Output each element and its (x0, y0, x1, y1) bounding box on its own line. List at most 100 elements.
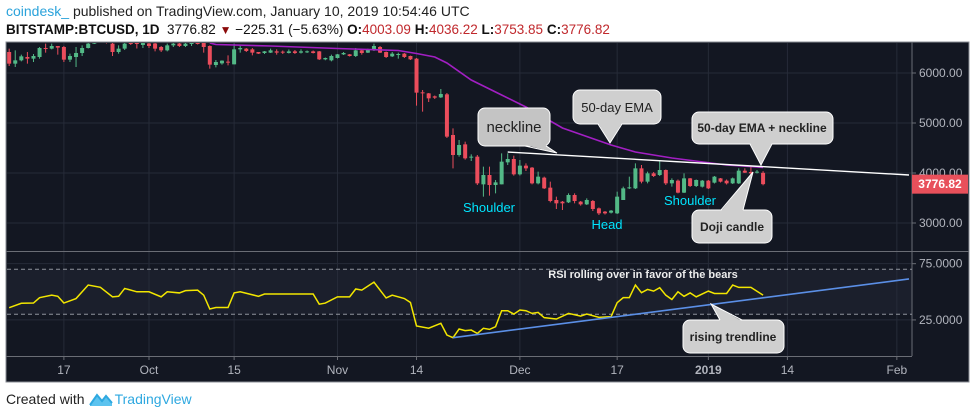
candle (299, 49, 303, 54)
candle-body (274, 51, 279, 53)
high-label: H: (414, 22, 429, 37)
candle-body (55, 46, 60, 48)
callout-neckline[interactable]: neckline (477, 107, 558, 154)
candle-body (663, 170, 668, 184)
candle-body (645, 173, 650, 182)
candle-body (396, 54, 401, 55)
candle (250, 48, 255, 56)
candle-body (335, 54, 340, 58)
candle-body (341, 53, 346, 55)
candle-body (712, 176, 717, 183)
candle-body (596, 208, 601, 214)
candle-body (578, 201, 583, 205)
candle-body (706, 180, 711, 189)
price-axis-label: 3000.00 (919, 216, 963, 230)
candle (596, 207, 601, 215)
callout-rising-trendline[interactable]: rising trendline (682, 302, 785, 354)
candle (469, 154, 474, 161)
candle (420, 90, 425, 112)
candle-body (25, 57, 30, 59)
candle-body (657, 170, 662, 175)
candle-body (481, 175, 486, 185)
callout-doji-text: Doji candle (700, 220, 764, 234)
time-axis-label: 2019 (695, 363, 722, 377)
last-price-marker (912, 174, 968, 194)
candle-body (609, 210, 614, 213)
candle (505, 153, 510, 165)
candle-body (147, 43, 151, 46)
candle-body (511, 159, 516, 175)
candle (323, 57, 328, 61)
candle-body (159, 47, 164, 51)
callout-ema-neckline-text: 50-day EMA + neckline (697, 121, 827, 135)
candle-body (256, 52, 261, 54)
callout-ema-neckline[interactable]: 50-day EMA + neckline (691, 111, 834, 167)
candle (633, 163, 638, 189)
candle-body (688, 178, 693, 186)
candle (657, 160, 662, 176)
candle (584, 198, 589, 205)
candle-body (292, 51, 297, 53)
candle-body (67, 56, 72, 60)
callout-ema-text: 50-day EMA (581, 100, 653, 115)
time-axis-label: Dec (509, 363, 530, 377)
candle (706, 180, 711, 189)
candle-body (244, 48, 249, 51)
candle-body (432, 96, 437, 98)
candle (128, 43, 133, 45)
candle-body (359, 50, 364, 53)
candle (645, 171, 650, 184)
candle-body (718, 178, 723, 182)
time-axis-label: 17 (610, 363, 624, 377)
candle-body (566, 195, 571, 203)
candle (92, 43, 97, 44)
created-with-text: Created with (6, 391, 85, 407)
candle (724, 179, 729, 185)
published-text: published on TradingView.com, January 10… (72, 3, 470, 19)
candle-body (299, 51, 303, 53)
candle-body (615, 196, 620, 214)
publisher-link[interactable]: coindesk_ (6, 3, 70, 19)
candle-body (444, 94, 449, 137)
candle-body (554, 200, 559, 204)
candle (335, 54, 340, 59)
tradingview-link[interactable]: TradingView (114, 391, 192, 407)
candle-body (104, 39, 108, 42)
candle-body (165, 45, 170, 51)
candle-body (384, 52, 389, 57)
candle (305, 50, 310, 53)
candle-body (13, 60, 18, 64)
tradingview-logo-icon (88, 393, 113, 406)
candle (177, 43, 182, 47)
time-axis-label: 17 (57, 363, 71, 377)
price-pane[interactable] (7, 33, 910, 215)
candle (256, 52, 261, 54)
candle (67, 53, 72, 62)
candle (159, 46, 164, 52)
candle-body (408, 56, 413, 60)
candle-body (633, 168, 638, 189)
candle-body (402, 53, 407, 57)
candle (219, 60, 224, 65)
candle (572, 193, 577, 204)
callout-ema[interactable]: 50-day EMA (572, 89, 662, 144)
candle (761, 171, 766, 186)
candle (165, 43, 170, 52)
candle (268, 48, 273, 53)
candle-body (189, 43, 194, 44)
callout-doji[interactable]: Doji candle (691, 171, 773, 244)
candle (736, 168, 741, 184)
candle (438, 89, 443, 98)
rsi-pane[interactable] (8, 278, 910, 339)
candle (457, 140, 462, 157)
candle (530, 167, 535, 185)
rsi-axis-label: 25.0000 (919, 313, 963, 327)
axes: 17 Oct 15 Nov 14 Dec 17 2019 14 Feb 6000.00 5000.00… (57, 66, 963, 377)
candle-body (560, 201, 565, 204)
candle-body (584, 200, 589, 205)
candle-body (317, 51, 322, 60)
candle (238, 46, 243, 53)
candle (755, 170, 759, 174)
candle-body (250, 49, 255, 53)
